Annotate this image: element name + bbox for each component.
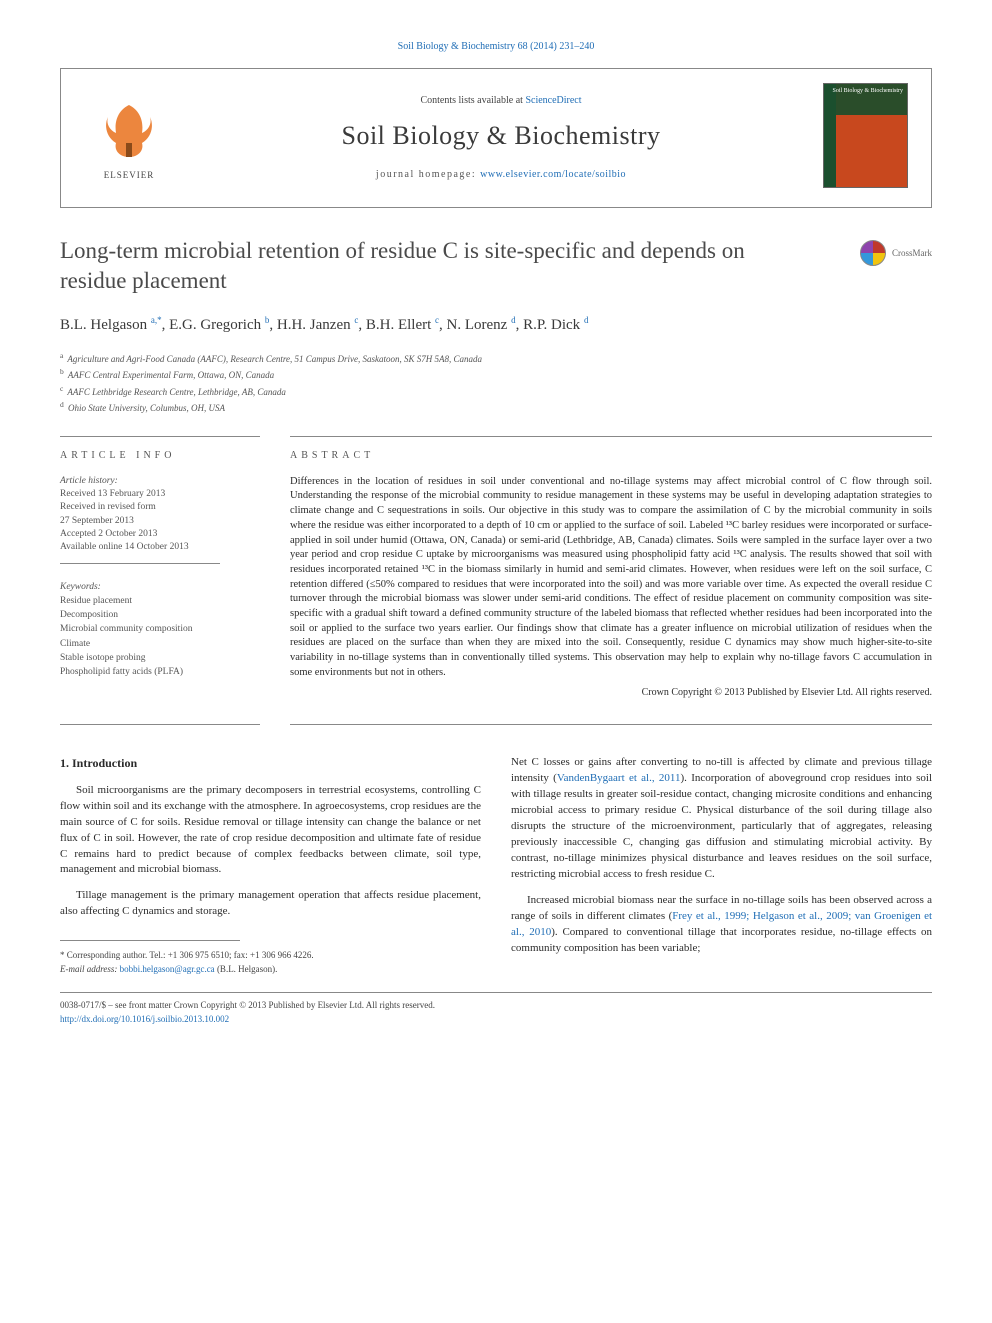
intro-paragraph-4: Increased microbial biomass near the sur… xyxy=(511,893,932,957)
keyword-item: Decomposition xyxy=(60,608,260,622)
journal-homepage-link[interactable]: www.elsevier.com/locate/soilbio xyxy=(480,169,626,180)
elsevier-tree-icon xyxy=(94,95,164,165)
intro-paragraph-3: Net C losses or gains after converting t… xyxy=(511,755,932,883)
article-info-label: ARTICLE INFO xyxy=(60,449,260,463)
history-accepted: Accepted 2 October 2013 xyxy=(60,528,260,541)
journal-reference: Soil Biology & Biochemistry 68 (2014) 23… xyxy=(60,40,932,54)
keyword-item: Stable isotope probing xyxy=(60,651,260,665)
intro-paragraph-2: Tillage management is the primary manage… xyxy=(60,888,481,920)
doi-link[interactable]: http://dx.doi.org/10.1016/j.soilbio.2013… xyxy=(60,1014,229,1024)
history-label: Article history: xyxy=(60,475,260,488)
journal-header: ELSEVIER Contents lists available at Sci… xyxy=(60,68,932,208)
journal-homepage-line: journal homepage: www.elsevier.com/locat… xyxy=(179,168,823,182)
keyword-item: Microbial community composition xyxy=(60,622,260,636)
journal-name: Soil Biology & Biochemistry xyxy=(179,118,823,154)
journal-cover-thumb: Soil Biology & Biochemistry xyxy=(823,83,913,193)
intro-p4-post: ). Compared to conventional tillage that… xyxy=(511,926,932,954)
sciencedirect-link[interactable]: ScienceDirect xyxy=(525,95,581,106)
intro-p3-post: ). Incorporation of aboveground crop res… xyxy=(511,772,932,880)
contents-lists-line: Contents lists available at ScienceDirec… xyxy=(179,94,823,108)
history-revised: Received in revised form 27 September 20… xyxy=(60,501,260,528)
keywords-block: Keywords: Residue placementDecomposition… xyxy=(60,580,260,680)
corresponding-tel: * Corresponding author. Tel.: +1 306 975… xyxy=(60,949,481,963)
publisher-logo-block: ELSEVIER xyxy=(79,95,179,182)
abstract-label: ABSTRACT xyxy=(290,449,932,463)
introduction-heading: 1. Introduction xyxy=(60,755,481,772)
keyword-item: Residue placement xyxy=(60,594,260,608)
author-list: B.L. Helgason a,*, E.G. Gregorich b, H.H… xyxy=(60,314,932,336)
body-columns: 1. Introduction Soil microorganisms are … xyxy=(60,755,932,976)
corresponding-name: (B.L. Helgason). xyxy=(215,964,278,974)
history-received: Received 13 February 2013 xyxy=(60,488,260,501)
abstract-text: Differences in the location of residues … xyxy=(290,475,932,681)
abstract-copyright: Crown Copyright © 2013 Published by Else… xyxy=(290,686,932,700)
corresponding-author: * Corresponding author. Tel.: +1 306 975… xyxy=(60,949,481,976)
intro-paragraph-1: Soil microorganisms are the primary deco… xyxy=(60,783,481,879)
citation-vandenbygaart[interactable]: VandenBygaart et al., 2011 xyxy=(557,772,681,784)
homepage-prefix: journal homepage: xyxy=(376,169,480,180)
paper-title: Long-term microbial retention of residue… xyxy=(60,236,800,296)
email-label: E-mail address: xyxy=(60,964,120,974)
footer-copyright: 0038-0717/$ – see front matter Crown Cop… xyxy=(60,999,932,1013)
corresponding-email-link[interactable]: bobbi.helgason@agr.gc.ca xyxy=(120,964,215,974)
keyword-item: Phospholipid fatty acids (PLFA) xyxy=(60,665,260,679)
crossmark-badge[interactable]: CrossMark xyxy=(860,240,932,266)
publisher-name: ELSEVIER xyxy=(104,169,155,182)
contents-prefix: Contents lists available at xyxy=(420,95,525,106)
affiliation-list: a Agriculture and Agri-Food Canada (AAFC… xyxy=(60,350,932,416)
corresponding-rule xyxy=(60,940,240,941)
page-footer: 0038-0717/$ – see front matter Crown Cop… xyxy=(60,992,932,1026)
crossmark-icon xyxy=(860,240,886,266)
keywords-label: Keywords: xyxy=(60,580,260,594)
cover-title-text: Soil Biology & Biochemistry xyxy=(832,88,903,95)
crossmark-label: CrossMark xyxy=(892,247,932,260)
article-history: Article history: Received 13 February 20… xyxy=(60,475,260,564)
keyword-item: Climate xyxy=(60,637,260,651)
history-online: Available online 14 October 2013 xyxy=(60,541,260,554)
